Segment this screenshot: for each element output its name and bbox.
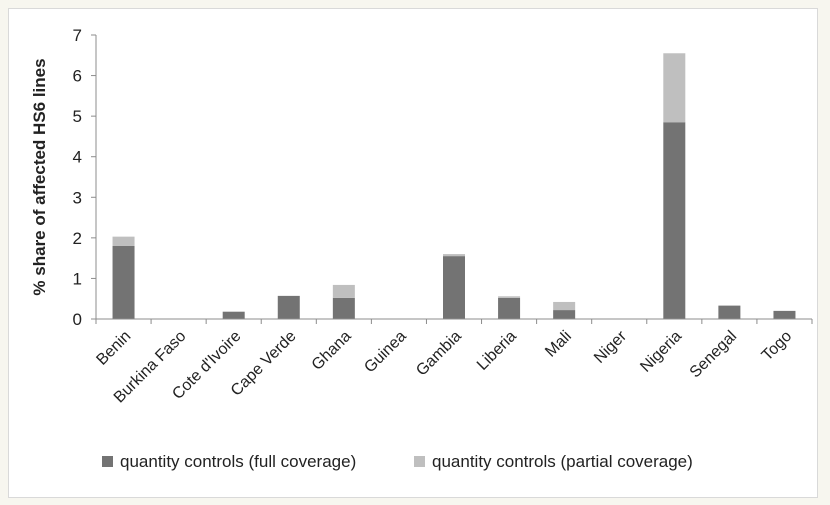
x-tick-label: Senegal bbox=[687, 328, 741, 382]
bar-benin-series-1 bbox=[112, 245, 135, 319]
legend-label: quantity controls (full coverage) bbox=[120, 452, 356, 471]
y-tick-label: 6 bbox=[73, 67, 82, 86]
bar-ghana-series-2 bbox=[332, 284, 355, 298]
x-tick-label: Benin bbox=[93, 328, 134, 369]
bar-liberia-series-1 bbox=[498, 297, 521, 319]
x-tick-label: Togo bbox=[759, 328, 796, 365]
bar-gambia-series-1 bbox=[443, 256, 465, 319]
bar-togo-series-1 bbox=[773, 310, 796, 319]
x-tick-label: Liberia bbox=[474, 328, 520, 374]
bar-ghana-series-1 bbox=[332, 297, 355, 319]
legend-label: quantity controls (partial coverage) bbox=[432, 452, 693, 471]
bar-mali-series-1 bbox=[553, 310, 576, 319]
legend-swatch bbox=[414, 456, 425, 467]
x-tick-label: Ghana bbox=[309, 328, 355, 374]
y-tick-label: 4 bbox=[73, 148, 82, 167]
bar-liberia-series-2 bbox=[498, 296, 521, 298]
bars bbox=[112, 53, 796, 319]
bar-mali-series-2 bbox=[553, 301, 576, 311]
bar-nigeria-series-1 bbox=[663, 122, 686, 319]
legend: quantity controls (full coverage) quantit… bbox=[102, 452, 693, 471]
bar-senegal-series-1 bbox=[718, 305, 741, 319]
y-tick-label: 3 bbox=[73, 188, 82, 207]
y-tick-label: 0 bbox=[73, 310, 82, 329]
y-axis-title: % share of affected HS6 lines bbox=[30, 58, 49, 295]
bar-benin-series-2 bbox=[112, 236, 135, 246]
x-tick-label: Niger bbox=[591, 327, 631, 367]
bar-gambia-series-2 bbox=[443, 254, 465, 257]
x-tick-label: Guinea bbox=[361, 328, 410, 377]
bar-nigeria-series-2 bbox=[663, 53, 686, 123]
y-tick-label: 1 bbox=[73, 269, 82, 288]
x-tick-label: Nigeria bbox=[637, 328, 685, 376]
x-tick-label: Gambia bbox=[413, 328, 465, 380]
y-tick-label: 7 bbox=[73, 26, 82, 45]
y-tick-label: 2 bbox=[73, 229, 82, 248]
y-axis-ticks: 0 1 2 3 4 5 6 7 bbox=[73, 26, 96, 329]
legend-swatch bbox=[102, 456, 113, 467]
y-tick-label: 5 bbox=[73, 107, 82, 126]
x-tick-label: Mali bbox=[542, 328, 575, 361]
bar-cape-verde-series-1 bbox=[277, 295, 300, 319]
bar-cote-d-ivoire-series-1 bbox=[222, 311, 245, 319]
